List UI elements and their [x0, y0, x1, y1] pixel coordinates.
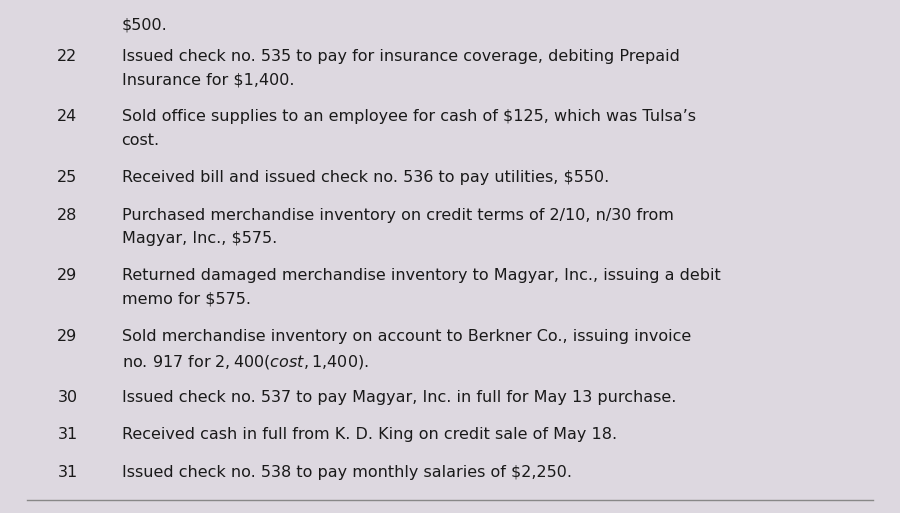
Text: Returned damaged merchandise inventory to Magyar, Inc., issuing a debit: Returned damaged merchandise inventory t… — [122, 268, 720, 284]
Text: Received cash in full from K. D. King on credit sale of May 18.: Received cash in full from K. D. King on… — [122, 427, 617, 442]
Text: 30: 30 — [58, 390, 77, 405]
Text: Received bill and issued check no. 536 to pay utilities, $550.: Received bill and issued check no. 536 t… — [122, 170, 608, 185]
Text: 29: 29 — [58, 268, 77, 284]
Text: Magyar, Inc., $575.: Magyar, Inc., $575. — [122, 231, 277, 246]
Text: $500.: $500. — [122, 18, 167, 33]
Text: Issued check no. 537 to pay Magyar, Inc. in full for May 13 purchase.: Issued check no. 537 to pay Magyar, Inc.… — [122, 390, 676, 405]
Text: 24: 24 — [58, 109, 77, 125]
Text: 28: 28 — [58, 208, 77, 223]
Text: 22: 22 — [58, 49, 77, 64]
Text: no. 917 for $2,400 (cost, $1,400).: no. 917 for $2,400 (cost, $1,400). — [122, 353, 368, 371]
Text: 29: 29 — [58, 329, 77, 344]
Text: Issued check no. 538 to pay monthly salaries of $2,250.: Issued check no. 538 to pay monthly sala… — [122, 465, 572, 480]
Text: Sold merchandise inventory on account to Berkner Co., issuing invoice: Sold merchandise inventory on account to… — [122, 329, 691, 344]
Text: 31: 31 — [58, 465, 77, 480]
Text: Purchased merchandise inventory on credit terms of 2/10, n/30 from: Purchased merchandise inventory on credi… — [122, 208, 673, 223]
Text: cost.: cost. — [122, 133, 159, 148]
Text: memo for $575.: memo for $575. — [122, 292, 250, 307]
Text: Sold office supplies to an employee for cash of $125, which was Tulsa’s: Sold office supplies to an employee for … — [122, 109, 696, 125]
Text: Issued check no. 535 to pay for insurance coverage, debiting Prepaid: Issued check no. 535 to pay for insuranc… — [122, 49, 680, 64]
Text: Insurance for $1,400.: Insurance for $1,400. — [122, 72, 294, 87]
Text: 25: 25 — [58, 170, 77, 185]
Text: 31: 31 — [58, 427, 77, 442]
